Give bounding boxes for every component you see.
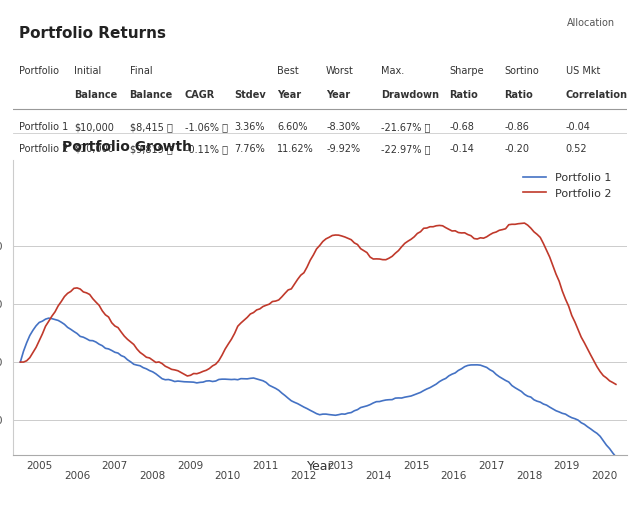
Portfolio 2	[17, 359, 24, 365]
Text: 2007: 2007	[102, 462, 128, 472]
Text: $10,000: $10,000	[74, 144, 114, 154]
Portfolio 1	[612, 454, 620, 460]
Text: 2008: 2008	[139, 471, 165, 481]
Text: CAGR: CAGR	[185, 90, 215, 100]
X-axis label: Year: Year	[307, 460, 333, 473]
Text: 7.76%: 7.76%	[234, 144, 265, 154]
Text: 2010: 2010	[214, 471, 241, 481]
Text: Year: Year	[277, 90, 301, 100]
Text: 2017: 2017	[478, 462, 505, 472]
Text: -1.06% ⓘ: -1.06% ⓘ	[185, 122, 228, 132]
Text: 2011: 2011	[252, 462, 278, 472]
Text: 2016: 2016	[440, 471, 467, 481]
Portfolio 1	[17, 359, 24, 365]
Text: $9,819 ⓘ: $9,819 ⓘ	[129, 144, 172, 154]
Text: Sortino: Sortino	[504, 66, 539, 76]
Text: Correlation: Correlation	[566, 90, 628, 100]
Line: Portfolio 1: Portfolio 1	[20, 318, 616, 457]
Text: 2012: 2012	[290, 471, 316, 481]
Text: Portfolio 2: Portfolio 2	[19, 144, 68, 154]
Portfolio 1	[83, 336, 90, 342]
Text: $8,415 ⓘ: $8,415 ⓘ	[129, 122, 172, 132]
Portfolio 1	[291, 399, 298, 406]
Portfolio 1	[158, 376, 166, 382]
Text: -8.30%: -8.30%	[326, 122, 360, 132]
Portfolio 2	[521, 220, 529, 226]
Text: Portfolio Returns: Portfolio Returns	[19, 26, 166, 41]
Text: Final: Final	[129, 66, 152, 76]
Text: Worst: Worst	[326, 66, 354, 76]
Text: Portfolio Growth: Portfolio Growth	[62, 140, 192, 154]
Text: 0.52: 0.52	[566, 144, 588, 154]
Text: 11.62%: 11.62%	[277, 144, 314, 154]
Text: Ratio: Ratio	[504, 90, 533, 100]
Portfolio 2	[155, 359, 163, 365]
Portfolio 1	[45, 315, 52, 321]
Text: Allocation: Allocation	[567, 18, 615, 28]
Portfolio 2	[196, 370, 204, 376]
Text: US Mkt: US Mkt	[566, 66, 600, 76]
Text: $10,000: $10,000	[74, 122, 114, 132]
Portfolio 1	[190, 379, 198, 385]
Text: 2005: 2005	[26, 462, 52, 472]
Text: 2018: 2018	[516, 471, 542, 481]
Legend: Portfolio 1, Portfolio 2: Portfolio 1, Portfolio 2	[519, 168, 616, 203]
Text: -0.04: -0.04	[566, 122, 591, 132]
Text: 3.36%: 3.36%	[234, 122, 264, 132]
Text: Drawdown: Drawdown	[381, 90, 440, 100]
Text: 2020: 2020	[591, 471, 618, 481]
Portfolio 2	[187, 372, 195, 378]
Text: 2006: 2006	[64, 471, 90, 481]
Text: Stdev: Stdev	[234, 90, 266, 100]
Text: 2013: 2013	[328, 462, 354, 472]
Text: Portfolio: Portfolio	[19, 66, 59, 76]
Text: 2009: 2009	[177, 462, 203, 472]
Text: -0.68: -0.68	[449, 122, 474, 132]
Text: -0.20: -0.20	[504, 144, 529, 154]
Text: -0.11% ⓘ: -0.11% ⓘ	[185, 144, 228, 154]
Text: 2015: 2015	[403, 462, 429, 472]
Text: 2014: 2014	[365, 471, 392, 481]
Portfolio 2	[79, 289, 87, 295]
Text: Year: Year	[326, 90, 350, 100]
Text: Sharpe: Sharpe	[449, 66, 484, 76]
Text: Best: Best	[277, 66, 299, 76]
Text: Balance: Balance	[74, 90, 118, 100]
Text: -9.92%: -9.92%	[326, 144, 360, 154]
Text: Portfolio 1: Portfolio 1	[19, 122, 68, 132]
Text: Initial: Initial	[74, 66, 102, 76]
Text: -0.86: -0.86	[504, 122, 529, 132]
Text: Max.: Max.	[381, 66, 404, 76]
Text: Ratio: Ratio	[449, 90, 478, 100]
Portfolio 2	[316, 242, 324, 248]
Text: -22.97% ⓘ: -22.97% ⓘ	[381, 144, 431, 154]
Portfolio 1	[199, 379, 207, 385]
Portfolio 2	[287, 286, 295, 292]
Text: -0.14: -0.14	[449, 144, 474, 154]
Text: 2019: 2019	[554, 462, 580, 472]
Text: -21.67% ⓘ: -21.67% ⓘ	[381, 122, 431, 132]
Line: Portfolio 2: Portfolio 2	[20, 223, 616, 384]
Text: Balance: Balance	[129, 90, 173, 100]
Portfolio 2	[612, 381, 620, 387]
Portfolio 1	[319, 411, 326, 417]
Text: 6.60%: 6.60%	[277, 122, 307, 132]
